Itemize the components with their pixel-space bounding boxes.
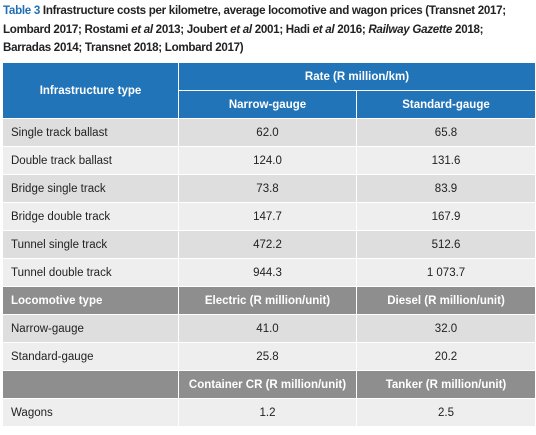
- cell-value: 20.2: [356, 342, 536, 371]
- cell-value: 131.6: [356, 146, 536, 175]
- table-caption: Table 3 Infrastructure costs per kilomet…: [3, 2, 533, 58]
- column-header: Standard-gauge: [356, 90, 536, 119]
- table-row: Container CR (R million/unit) Tanker (R m…: [2, 370, 536, 399]
- section-header: Electric (R million/unit): [178, 286, 357, 315]
- cell-value: 25.8: [178, 342, 357, 371]
- table-row: Bridge double track 147.7 167.9: [2, 202, 536, 231]
- cell-value: 167.9: [356, 202, 536, 231]
- caption-text: 2013; Joubert: [152, 22, 231, 36]
- cell-value: 124.0: [178, 146, 357, 175]
- row-header: Infrastructure type: [2, 62, 179, 119]
- cell-value: 32.0: [356, 314, 536, 343]
- row-label: Single track ballast: [2, 118, 179, 147]
- table-row: Bridge single track 73.8 83.9: [2, 174, 536, 203]
- table-row: Double track ballast 124.0 131.6: [2, 146, 536, 175]
- row-label: Tunnel single track: [2, 230, 179, 259]
- row-label: Double track ballast: [2, 146, 179, 175]
- table-row: Infrastructure type Rate (R million/km): [2, 62, 536, 119]
- caption-text: et al: [230, 22, 252, 36]
- cell-value: 65.8: [356, 118, 536, 147]
- row-label: Bridge double track: [2, 202, 179, 231]
- cell-value: 512.6: [356, 230, 536, 259]
- section-header: Diesel (R million/unit): [356, 286, 536, 315]
- table-row: Tunnel double track 944.3 1 073.7: [2, 258, 536, 287]
- table-row: Single track ballast 62.0 65.8: [2, 118, 536, 147]
- caption-text: 2001; Hadi: [251, 22, 313, 36]
- cell-value: 41.0: [178, 314, 357, 343]
- cell-value: 472.2: [178, 230, 357, 259]
- cell-value: 73.8: [178, 174, 357, 203]
- row-label: Narrow-gauge: [2, 314, 179, 343]
- section-header: Locomotive type: [2, 286, 179, 315]
- section-header: Container CR (R million/unit): [178, 370, 357, 399]
- cell-value: 147.7: [178, 202, 357, 231]
- table-row: Narrow-gauge 41.0 32.0: [2, 314, 536, 343]
- caption-text: et al: [312, 22, 335, 36]
- caption-text: 2016;: [334, 22, 369, 36]
- cell-value: 83.9: [356, 174, 536, 203]
- column-header: Narrow-gauge: [178, 90, 357, 119]
- cell-value: 62.0: [178, 118, 357, 147]
- cell-value: 2.5: [356, 398, 536, 427]
- row-label: Bridge single track: [2, 174, 179, 203]
- cell-value: 1.2: [178, 398, 357, 427]
- caption-text: Infrastructure costs per kilometre, aver…: [3, 4, 506, 36]
- data-table: Infrastructure type Rate (R million/km) Na…: [2, 62, 536, 427]
- row-label: Tunnel double track: [2, 258, 179, 287]
- table-row: Tunnel single track 472.2 512.6: [2, 230, 536, 259]
- table-row: Wagons 1.2 2.5: [2, 398, 536, 427]
- table-row: Locomotive type Electric (R million/unit)…: [2, 286, 536, 315]
- section-header: Tanker (R million/unit): [356, 370, 536, 399]
- row-label: Wagons: [2, 398, 179, 427]
- table-row: Narrow-gauge Standard-gauge: [3, 90, 536, 119]
- caption-text: 2018; Barradas 2014; Transnet 2018; Lomb…: [3, 22, 484, 55]
- cell-value: 1 073.7: [356, 258, 536, 287]
- section-header-blank: [2, 370, 179, 399]
- caption-text: et al: [131, 22, 153, 36]
- caption-label: Table 3: [3, 4, 40, 17]
- cell-value: 944.3: [178, 258, 357, 287]
- table-row: Standard-gauge 25.8 20.2: [2, 342, 536, 371]
- caption-text: Railway Gazette: [368, 22, 453, 36]
- row-label: Standard-gauge: [2, 342, 179, 371]
- group-header: Rate (R million/km): [178, 62, 536, 91]
- table-body: Infrastructure type Rate (R million/km) Na…: [2, 62, 536, 427]
